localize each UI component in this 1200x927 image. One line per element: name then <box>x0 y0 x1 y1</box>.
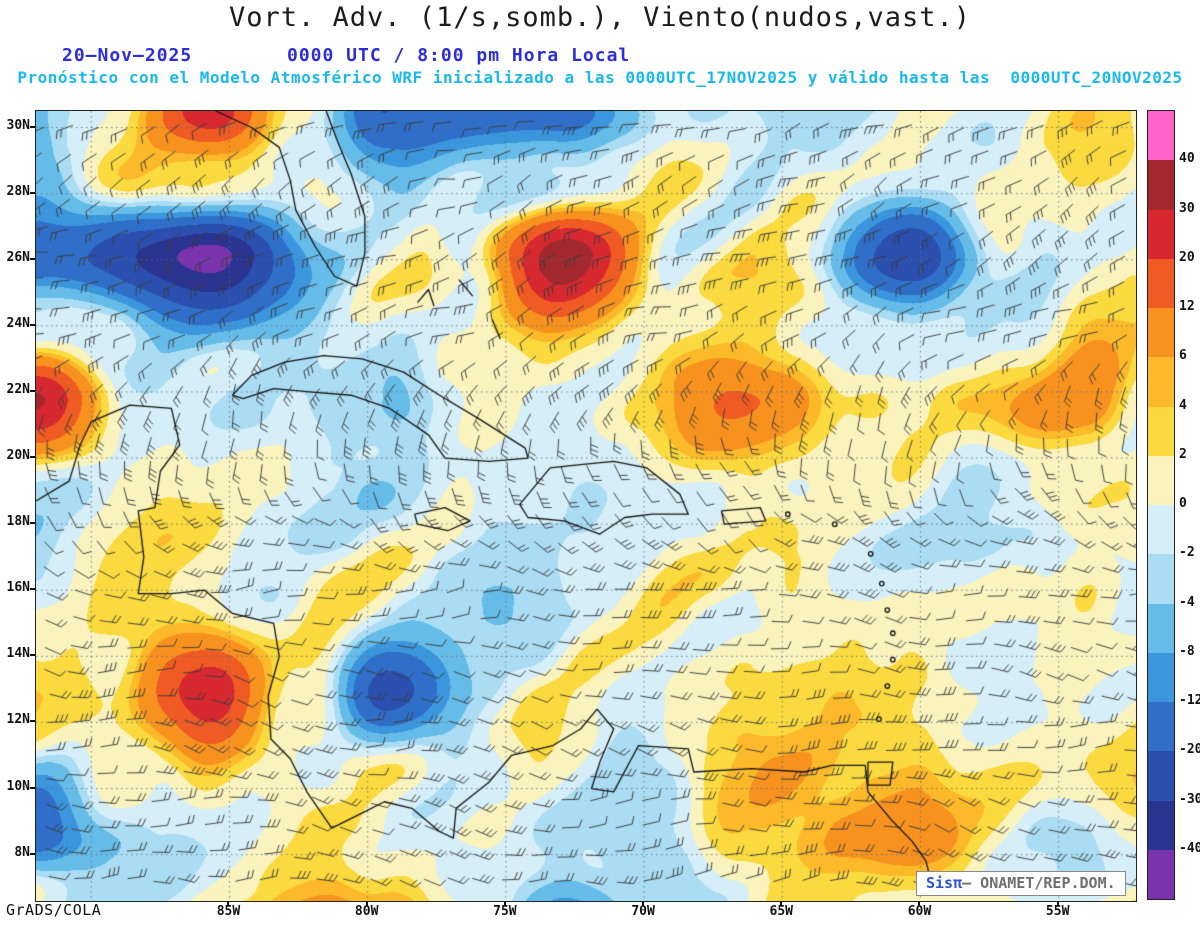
colorbar-cell <box>1148 111 1174 161</box>
colorbar-cell <box>1148 849 1174 899</box>
lat-tick <box>30 588 35 591</box>
lat-tick <box>30 389 35 392</box>
colorbar-tick-label: 30 <box>1179 200 1195 216</box>
lon-tick <box>365 901 368 906</box>
lat-label: 22N <box>6 381 30 397</box>
colorbar-tick-label: -30 <box>1179 791 1200 807</box>
lat-tick <box>30 456 35 459</box>
colorbar-cell <box>1148 357 1174 407</box>
lat-label: 26N <box>6 249 30 265</box>
colorbar-tick-label: -20 <box>1179 742 1200 758</box>
colorbar-cell <box>1148 603 1174 653</box>
lat-label: 24N <box>6 315 30 331</box>
lat-label: 28N <box>6 183 30 199</box>
colorbar-tick-label: 0 <box>1179 496 1187 511</box>
lat-tick <box>30 852 35 855</box>
colorbar-cell <box>1148 160 1174 210</box>
lat-tick <box>30 522 35 525</box>
lat-label: 16N <box>6 580 30 596</box>
lat-tick <box>30 191 35 194</box>
colorbar-tick-label: -2 <box>1179 545 1195 561</box>
colorbar-tick-label: -12 <box>1179 693 1200 708</box>
colorbar-tick-label: 2 <box>1179 446 1187 462</box>
colorbar-tick-label: 4 <box>1179 397 1187 413</box>
colorbar-cell <box>1148 702 1174 752</box>
colorbar <box>1147 110 1175 900</box>
colorbar-cell <box>1148 308 1174 358</box>
lat-label: 12N <box>6 712 30 728</box>
lon-label: 85W <box>216 904 241 919</box>
colorbar-cell <box>1148 800 1174 850</box>
colorbar-tick-label: 40 <box>1179 151 1195 167</box>
lat-tick <box>30 323 35 326</box>
forecast-description: Pronóstico con el Modelo Atmosférico WRF… <box>17 68 1183 87</box>
valid-time: 0000 UTC / 8:00 pm Hora Local <box>287 45 631 66</box>
lon-label: 75W <box>493 904 517 919</box>
lat-label: 10N <box>6 778 30 794</box>
lat-label: 8N <box>14 844 30 860</box>
lat-tick <box>30 654 35 657</box>
lat-label: 18N <box>6 514 30 530</box>
lat-tick <box>30 720 35 723</box>
lon-tick <box>918 901 921 906</box>
colorbar-cell <box>1148 258 1174 308</box>
lat-label: 20N <box>6 448 30 464</box>
lat-tick <box>30 257 35 260</box>
colorbar-cell <box>1148 751 1174 801</box>
badge-brand: Sisπ <box>926 874 963 892</box>
lon-label: 60W <box>907 904 932 919</box>
colorbar-cell <box>1148 505 1174 555</box>
lon-tick <box>780 901 783 906</box>
colorbar-tick-label: -8 <box>1179 643 1195 659</box>
colorbar-tick-label: -4 <box>1179 594 1195 610</box>
colorbar-cell <box>1148 209 1174 259</box>
lon-tick <box>503 901 506 906</box>
chart-title: Vort. Adv. (1/s,somb.), Viento(nudos,vas… <box>229 2 971 33</box>
lat-label: 30N <box>6 117 30 133</box>
valid-date: 20–Nov–2025 <box>62 45 193 66</box>
colorbar-cell <box>1148 455 1174 505</box>
weather-map-canvas <box>35 110 1137 902</box>
colorbar-tick-label: 12 <box>1179 299 1195 314</box>
source-badge: Sisπ– ONAMET/REP.DOM. <box>916 871 1126 896</box>
badge-source: – ONAMET/REP.DOM. <box>962 874 1116 892</box>
lon-label: 70W <box>631 904 655 919</box>
colorbar-cell <box>1148 652 1174 702</box>
lon-tick <box>227 901 230 906</box>
lat-tick <box>30 125 35 128</box>
lon-label: 55W <box>1045 904 1070 919</box>
colorbar-tick-label: 6 <box>1179 348 1187 364</box>
colorbar-tick-label: 20 <box>1179 249 1195 265</box>
lat-label: 14N <box>6 646 30 662</box>
lat-tick <box>30 786 35 789</box>
grads-credit: GrADS/COLA <box>6 901 102 919</box>
lon-label: 80W <box>354 904 379 919</box>
colorbar-tick-label: -40 <box>1179 840 1200 856</box>
lon-tick <box>1056 901 1059 906</box>
colorbar-cell <box>1148 406 1174 456</box>
lon-label: 65W <box>769 904 793 919</box>
lon-tick <box>642 901 645 906</box>
colorbar-cell <box>1148 554 1174 604</box>
